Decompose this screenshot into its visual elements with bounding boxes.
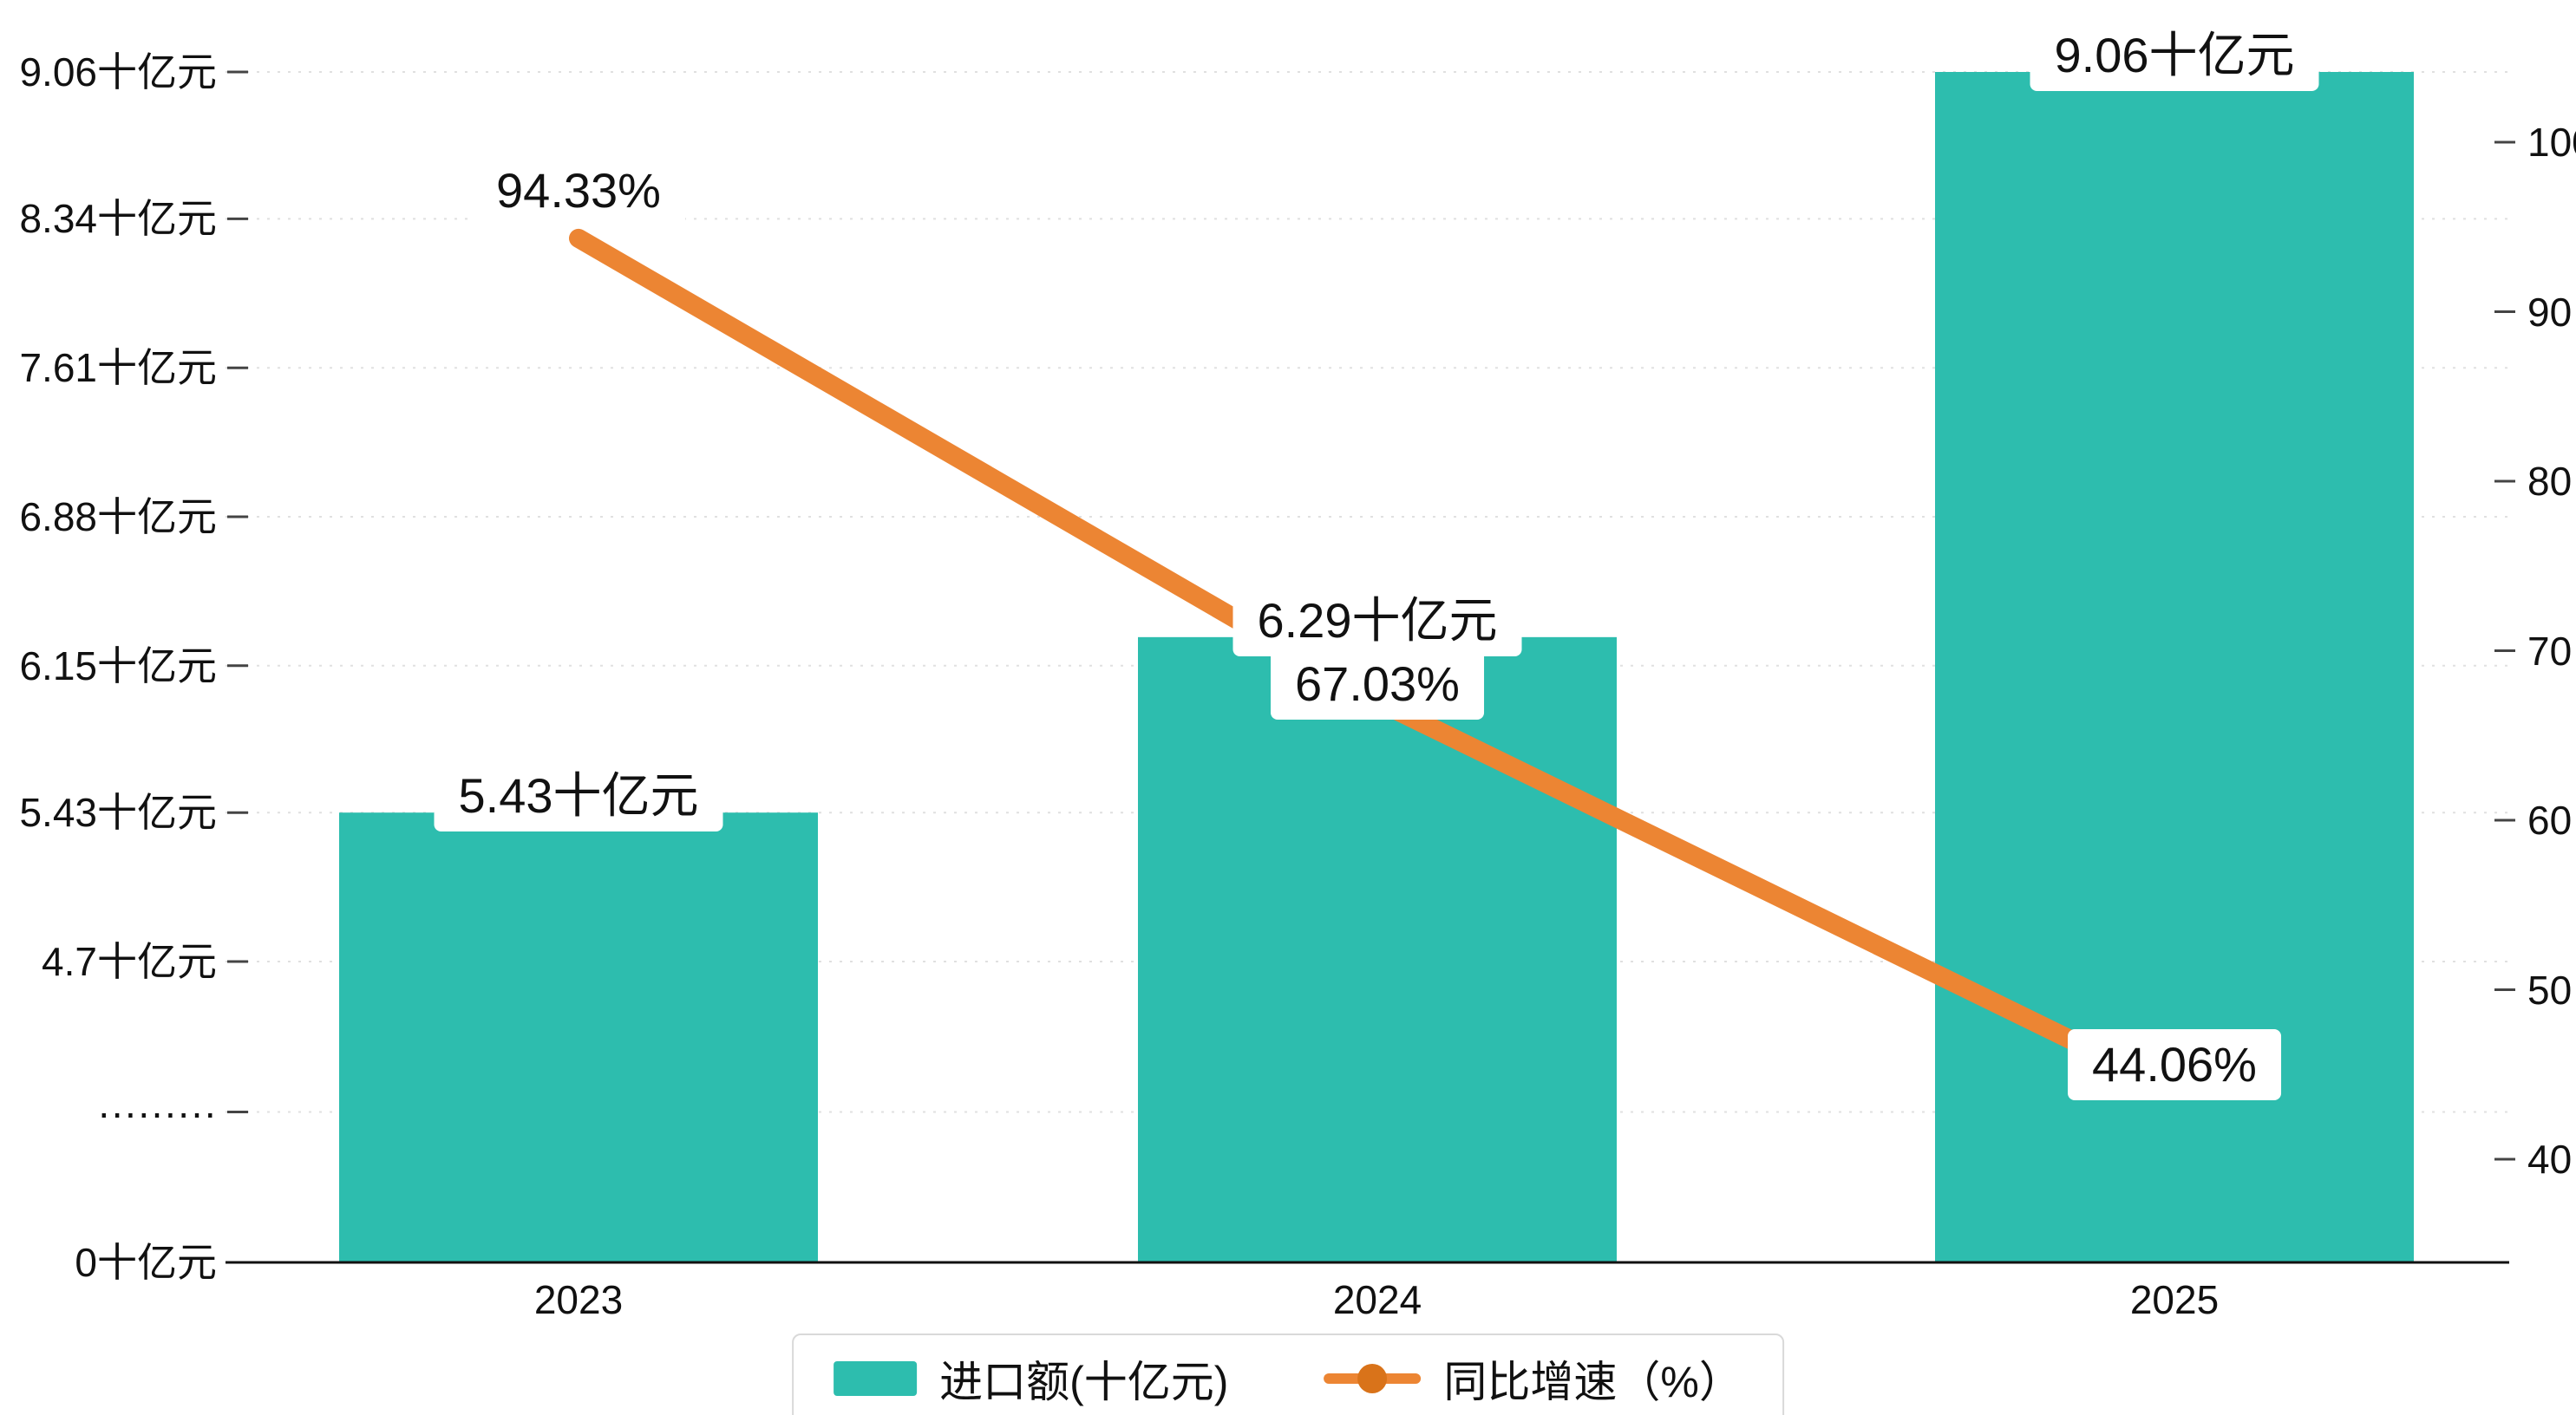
bar-swatch-icon (834, 1361, 918, 1396)
line-dot-icon (1324, 1361, 1422, 1396)
legend-item-growth[interactable]: 同比增速（%） (1324, 1347, 1742, 1410)
line-marker-dot (1357, 1364, 1388, 1393)
legend-label-growth: 同比增速（%） (1443, 1358, 1742, 1406)
legend-item-imports[interactable]: 进口额(十亿元) (834, 1347, 1228, 1410)
legend-label-imports: 进口额(十亿元) (939, 1358, 1229, 1406)
bar-2024[interactable] (1138, 636, 1617, 1262)
bar-2023[interactable] (339, 812, 818, 1262)
legend: 进口额(十亿元) 同比增速（%） (792, 1333, 1784, 1415)
